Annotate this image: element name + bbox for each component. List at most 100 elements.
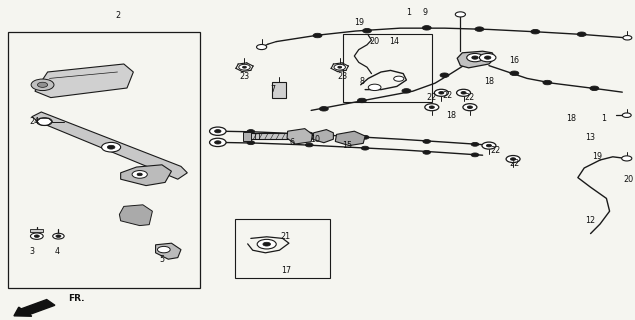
Text: 11: 11 — [252, 133, 262, 142]
Text: 9: 9 — [423, 8, 428, 17]
Circle shape — [157, 246, 170, 253]
Circle shape — [623, 36, 632, 40]
Circle shape — [423, 150, 431, 154]
Polygon shape — [119, 205, 152, 226]
Text: 6: 6 — [290, 138, 295, 147]
Text: 18: 18 — [446, 111, 456, 120]
Text: 19: 19 — [354, 18, 364, 27]
Circle shape — [243, 66, 246, 68]
Circle shape — [511, 158, 516, 160]
Polygon shape — [35, 64, 133, 98]
Circle shape — [622, 113, 631, 117]
Circle shape — [361, 135, 369, 139]
Circle shape — [472, 56, 478, 59]
Text: 21: 21 — [281, 232, 291, 241]
Text: 10: 10 — [311, 135, 321, 144]
Circle shape — [257, 44, 267, 50]
Circle shape — [210, 127, 226, 135]
Text: 24: 24 — [30, 117, 40, 126]
Text: 22: 22 — [509, 159, 519, 168]
Circle shape — [577, 32, 586, 36]
Circle shape — [358, 98, 366, 103]
Text: 4: 4 — [55, 247, 60, 256]
Circle shape — [467, 53, 483, 62]
Bar — [244, 133, 288, 139]
Text: 22: 22 — [490, 146, 500, 155]
Polygon shape — [32, 112, 187, 179]
Text: 3: 3 — [29, 247, 34, 256]
Text: 20: 20 — [624, 175, 634, 184]
Circle shape — [429, 106, 434, 108]
Circle shape — [457, 89, 471, 96]
Circle shape — [463, 104, 477, 111]
Circle shape — [102, 142, 121, 152]
Polygon shape — [312, 130, 333, 143]
Circle shape — [467, 106, 472, 108]
Text: 18: 18 — [566, 114, 577, 123]
Circle shape — [319, 107, 328, 111]
Circle shape — [361, 146, 369, 150]
Circle shape — [486, 144, 491, 147]
Bar — [243, 132, 251, 141]
Circle shape — [434, 89, 448, 96]
Circle shape — [423, 140, 431, 143]
Text: 12: 12 — [585, 216, 596, 225]
Circle shape — [422, 26, 431, 30]
Text: 8: 8 — [359, 77, 364, 86]
Text: 23: 23 — [338, 72, 348, 81]
Circle shape — [439, 92, 444, 94]
Text: 2: 2 — [115, 12, 120, 20]
Circle shape — [34, 235, 39, 237]
Circle shape — [215, 130, 221, 133]
Circle shape — [531, 29, 540, 34]
Circle shape — [455, 12, 465, 17]
Text: 5: 5 — [159, 255, 164, 264]
Text: FR.: FR. — [68, 294, 84, 303]
Circle shape — [394, 76, 404, 81]
Text: 22: 22 — [443, 92, 453, 100]
Circle shape — [479, 53, 496, 62]
Bar — [235, 219, 330, 278]
Circle shape — [132, 171, 147, 178]
Circle shape — [215, 141, 221, 144]
Circle shape — [53, 233, 64, 239]
Circle shape — [475, 27, 484, 31]
Circle shape — [313, 33, 322, 38]
Circle shape — [334, 64, 345, 70]
Text: 18: 18 — [484, 77, 494, 86]
Text: 19: 19 — [592, 152, 602, 161]
Circle shape — [31, 79, 54, 91]
Polygon shape — [156, 243, 181, 259]
Circle shape — [137, 173, 142, 176]
Circle shape — [506, 156, 520, 163]
Text: 1: 1 — [406, 8, 411, 17]
Circle shape — [107, 145, 115, 149]
Circle shape — [590, 86, 599, 91]
Circle shape — [368, 84, 381, 91]
Circle shape — [257, 239, 276, 249]
Circle shape — [440, 73, 449, 77]
Circle shape — [239, 64, 250, 70]
Circle shape — [471, 153, 479, 157]
Circle shape — [485, 56, 491, 59]
Text: 17: 17 — [281, 266, 291, 275]
Polygon shape — [335, 131, 365, 146]
Text: 23: 23 — [239, 72, 250, 81]
Circle shape — [402, 89, 411, 93]
Circle shape — [338, 66, 342, 68]
Text: 22: 22 — [427, 93, 437, 102]
Text: 16: 16 — [509, 56, 519, 65]
Circle shape — [622, 156, 632, 161]
Bar — [8, 32, 200, 288]
Circle shape — [482, 142, 496, 149]
Circle shape — [543, 80, 552, 85]
FancyArrow shape — [14, 300, 55, 316]
Circle shape — [263, 242, 271, 246]
Circle shape — [471, 142, 479, 146]
Text: 7: 7 — [271, 85, 276, 94]
Text: 13: 13 — [585, 133, 596, 142]
Text: 1: 1 — [601, 114, 606, 123]
Circle shape — [247, 130, 255, 133]
Circle shape — [305, 132, 313, 136]
Circle shape — [30, 233, 43, 239]
